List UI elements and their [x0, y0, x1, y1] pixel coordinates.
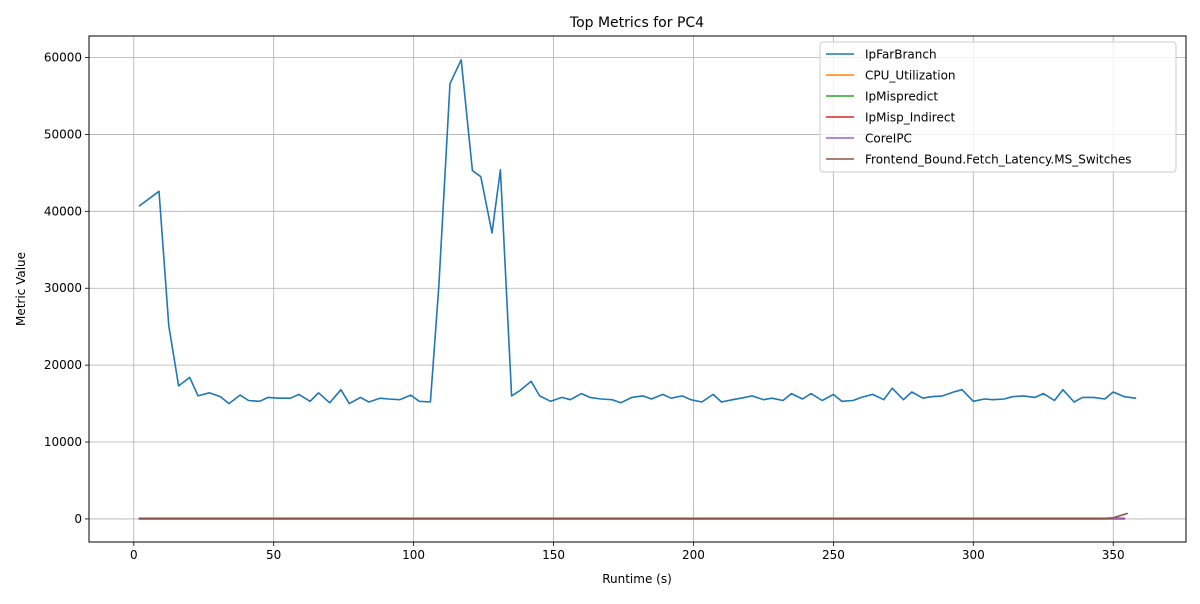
x-tick-label: 50 — [266, 548, 281, 562]
x-tick-label: 250 — [822, 548, 845, 562]
y-tick-label: 30000 — [44, 281, 82, 295]
y-tick-label: 10000 — [44, 435, 82, 449]
legend-label: IpMispredict — [865, 90, 938, 104]
legend-label: IpMisp_Indirect — [865, 111, 955, 125]
y-tick-label: 60000 — [44, 51, 82, 65]
y-tick-label: 20000 — [44, 358, 82, 372]
series-line-frontend-bound-fetch-latency-ms-switches — [138, 512, 1128, 520]
chart-title: Top Metrics for PC4 — [569, 15, 704, 31]
x-axis-label: Runtime (s) — [602, 572, 672, 586]
legend-label: IpFarBranch — [865, 48, 937, 62]
plot-frame — [88, 35, 1187, 543]
y-axis-label: Metric Value — [14, 252, 28, 326]
x-tick-label: 0 — [130, 548, 138, 562]
legend-box — [819, 41, 1177, 173]
series-line-ipfarbranch — [138, 58, 1137, 405]
x-tick-label: 150 — [542, 548, 565, 562]
y-tick-label: 50000 — [44, 127, 82, 141]
legend: IpFarBranch CPU_Utilization IpMispredict Ip… — [819, 41, 1177, 173]
series-lines — [138, 58, 1137, 520]
y-tick-label: 0 — [74, 512, 82, 526]
x-tick-label: 100 — [402, 548, 425, 562]
x-tick-label: 350 — [1102, 548, 1125, 562]
axis-ticks: 0 50 100 150 200 250 300 350 0 10000 20000 30000 400… — [44, 51, 1125, 562]
legend-label: CoreIPC — [865, 132, 912, 146]
legend-label: Frontend_Bound.Fetch_Latency.MS_Switches — [865, 153, 1132, 167]
y-tick-label: 40000 — [44, 204, 82, 218]
x-tick-label: 300 — [962, 548, 985, 562]
legend-label: CPU_Utilization — [865, 69, 956, 83]
x-tick-label: 200 — [682, 548, 705, 562]
